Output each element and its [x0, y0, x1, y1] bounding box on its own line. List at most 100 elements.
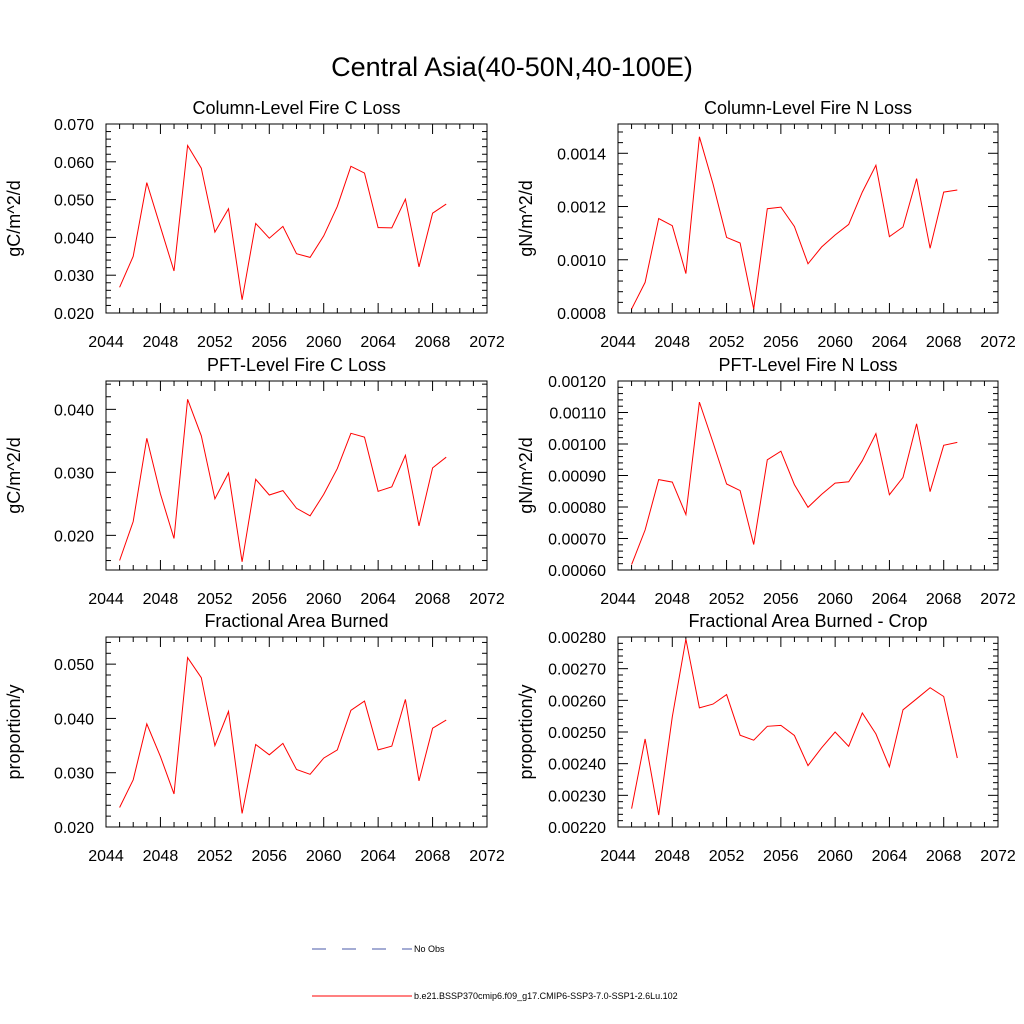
- y-tick-label: 0.00230: [548, 788, 606, 805]
- y-tick-label: 0.00070: [548, 532, 606, 549]
- panel-title: Column-Level Fire C Loss: [192, 98, 400, 118]
- y-tick-label: 0.040: [54, 402, 94, 419]
- y-tick-label: 0.00060: [548, 563, 606, 580]
- x-tick-label: 2048: [654, 334, 690, 351]
- y-tick-label: 0.00090: [548, 469, 606, 486]
- x-tick-label: 2068: [926, 591, 962, 608]
- x-tick-label: 2064: [872, 334, 908, 351]
- plot-frame: [617, 123, 999, 314]
- series-line-0: [631, 401, 958, 565]
- x-tick-label: 2072: [980, 591, 1016, 608]
- y-tick-label: 0.0014: [557, 146, 606, 163]
- y-tick-label: 0.030: [54, 268, 94, 285]
- y-tick-label: 0.00240: [548, 757, 606, 774]
- x-tick-label: 2056: [763, 334, 799, 351]
- x-tick-label: 2044: [88, 334, 124, 351]
- panel-title: Column-Level Fire N Loss: [704, 98, 912, 118]
- y-axis-label: proportion/y: [516, 684, 536, 779]
- panels: Column-Level Fire C Loss 2044 2048 2052 2056…: [4, 98, 1016, 865]
- x-tick-label: 2056: [763, 591, 799, 608]
- y-axis-label: proportion/y: [4, 684, 24, 779]
- panel-title: PFT-Level Fire C Loss: [207, 355, 386, 375]
- series-line-0: [631, 136, 958, 310]
- x-tick-label: 2064: [360, 334, 396, 351]
- x-tick-label: 2068: [415, 848, 451, 865]
- plot-frame: [105, 380, 488, 571]
- series-line-0: [119, 656, 447, 814]
- x-tick-label: 2056: [251, 591, 287, 608]
- x-tick-label: 2048: [143, 334, 179, 351]
- plot-frame: [105, 123, 488, 314]
- y-tick-label: 0.020: [54, 306, 94, 323]
- y-tick-label: 0.0010: [557, 253, 606, 270]
- x-tick-label: 2072: [980, 848, 1016, 865]
- x-tick-label: 2072: [469, 591, 505, 608]
- y-tick-label: 0.040: [54, 230, 94, 247]
- y-tick-label: 0.040: [54, 711, 94, 728]
- figure-title: Central Asia(40-50N,40-100E): [331, 52, 693, 82]
- x-tick-label: 2072: [469, 848, 505, 865]
- y-axis-label: gC/m^2/d: [4, 180, 24, 256]
- x-tick-label: 2052: [197, 848, 233, 865]
- y-axis-label: gN/m^2/d: [516, 180, 536, 256]
- x-tick-label: 2060: [306, 334, 342, 351]
- x-tick-label: 2068: [415, 334, 451, 351]
- y-tick-label: 0.030: [54, 465, 94, 482]
- x-tick-label: 2064: [872, 591, 908, 608]
- x-tick-label: 2072: [469, 334, 505, 351]
- y-tick-label: 0.00250: [548, 725, 606, 742]
- x-tick-label: 2056: [251, 848, 287, 865]
- x-tick-label: 2064: [360, 591, 396, 608]
- x-tick-label: 2064: [872, 848, 908, 865]
- x-tick-label: 2048: [654, 591, 690, 608]
- y-tick-label: 0.00100: [548, 437, 606, 454]
- x-tick-label: 2052: [709, 591, 745, 608]
- x-tick-label: 2060: [306, 591, 342, 608]
- x-tick-label: 2056: [763, 848, 799, 865]
- panel-fractional-area-burned: Fractional Area Burned 2044 2048 2052 2056 20…: [4, 611, 505, 865]
- x-tick-label: 2048: [143, 848, 179, 865]
- y-tick-label: 0.050: [54, 657, 94, 674]
- panel-column-level-fire-c-loss: Column-Level Fire C Loss 2044 2048 2052 2056…: [4, 98, 505, 351]
- x-tick-label: 2052: [197, 591, 233, 608]
- y-tick-label: 0.00110: [549, 406, 606, 423]
- panel-title: Fractional Area Burned - Crop: [688, 611, 927, 631]
- x-tick-label: 2060: [817, 591, 853, 608]
- y-tick-label: 0.00260: [548, 693, 606, 710]
- y-tick-label: 0.020: [54, 820, 94, 837]
- x-tick-label: 2064: [360, 848, 396, 865]
- y-axis-label: gN/m^2/d: [516, 437, 536, 513]
- y-tick-label: 0.00280: [548, 630, 606, 647]
- x-tick-label: 2060: [817, 334, 853, 351]
- panel-pft-level-fire-n-loss: PFT-Level Fire N Loss 2044 2048 2052 2056 206…: [516, 355, 1016, 608]
- series-line-0: [119, 143, 447, 300]
- x-tick-label: 2044: [600, 591, 636, 608]
- panel-fractional-area-burned-crop: Fractional Area Burned - Crop 2044 2048 205…: [516, 611, 1016, 865]
- panel-column-level-fire-n-loss: Column-Level Fire N Loss 2044 2048 2052 2056…: [516, 98, 1016, 351]
- y-tick-label: 0.020: [54, 528, 94, 545]
- x-tick-label: 2044: [600, 334, 636, 351]
- series-line-0: [119, 399, 447, 562]
- x-tick-label: 2044: [88, 591, 124, 608]
- legend-label-model: b.e21.BSSP370cmip6.f09_g17.CMIP6-SSP3-7.…: [414, 991, 678, 1001]
- x-tick-label: 2048: [654, 848, 690, 865]
- x-tick-label: 2060: [817, 848, 853, 865]
- x-tick-label: 2052: [709, 848, 745, 865]
- x-tick-label: 2068: [415, 591, 451, 608]
- x-tick-label: 2056: [251, 334, 287, 351]
- x-tick-label: 2060: [306, 848, 342, 865]
- y-axis-label: gC/m^2/d: [4, 437, 24, 513]
- plot-frame: [617, 380, 999, 571]
- plot-frame: [617, 636, 999, 828]
- x-tick-label: 2068: [926, 334, 962, 351]
- x-tick-label: 2052: [197, 334, 233, 351]
- panel-pft-level-fire-c-loss: PFT-Level Fire C Loss 2044 2048 2052 2056 206…: [4, 355, 505, 608]
- y-tick-label: 0.070: [54, 117, 94, 134]
- y-tick-label: 0.060: [54, 155, 94, 172]
- x-tick-label: 2048: [143, 591, 179, 608]
- y-tick-label: 0.00270: [548, 662, 606, 679]
- panel-title: PFT-Level Fire N Loss: [718, 355, 897, 375]
- y-tick-label: 0.0008: [557, 306, 606, 323]
- y-tick-label: 0.00120: [548, 374, 606, 391]
